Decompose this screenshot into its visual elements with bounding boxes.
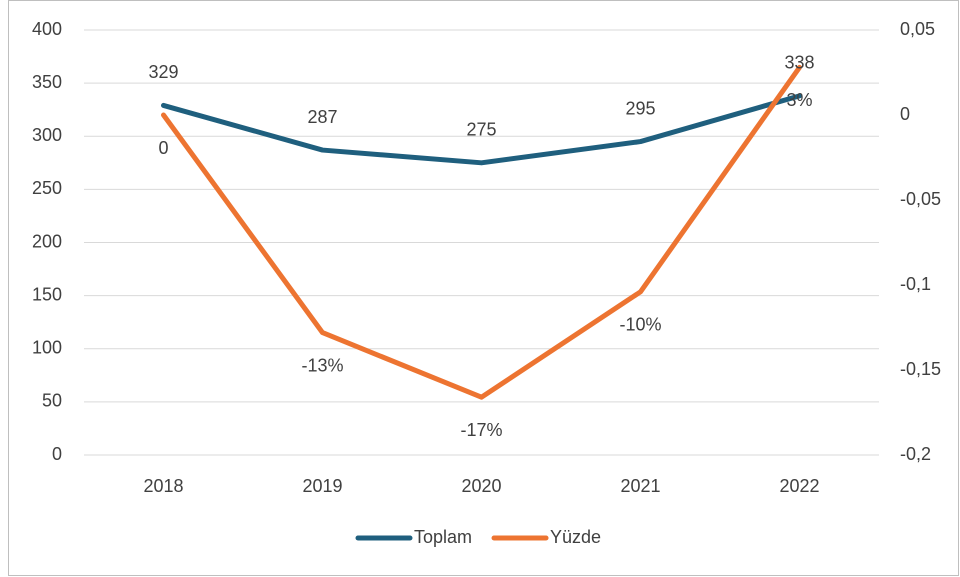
y-tick-label: 300 <box>32 125 62 145</box>
y-tick-label: 200 <box>32 231 62 251</box>
data-label: -13% <box>301 355 343 375</box>
legend-label: Yüzde <box>550 527 601 547</box>
data-label: 275 <box>466 120 496 140</box>
y2-tick-label: -0,15 <box>900 359 941 379</box>
y2-tick-label: -0,1 <box>900 274 931 294</box>
data-label: 3% <box>786 90 812 110</box>
x-tick-label: 2021 <box>620 476 660 496</box>
x-tick-label: 2019 <box>302 476 342 496</box>
data-label: 295 <box>625 98 655 118</box>
y-tick-label: 250 <box>32 178 62 198</box>
data-label: 338 <box>784 53 814 73</box>
y2-tick-label: -0,05 <box>900 189 941 209</box>
y-tick-label: 150 <box>32 284 62 304</box>
y-tick-label: 100 <box>32 338 62 358</box>
series-line <box>161 64 802 400</box>
data-label: -17% <box>460 420 502 440</box>
y2-tick-label: 0,05 <box>900 19 935 39</box>
x-tick-label: 2018 <box>143 476 183 496</box>
y-tick-label: 350 <box>32 72 62 92</box>
data-label: 329 <box>148 62 178 82</box>
legend-label: Toplam <box>414 527 472 547</box>
y2-tick-label: 0 <box>900 104 910 124</box>
y-tick-label: 400 <box>32 19 62 39</box>
y-tick-label: 0 <box>52 444 62 464</box>
data-label: 0 <box>158 138 168 158</box>
series-line <box>161 93 802 166</box>
y-tick-label: 50 <box>42 391 62 411</box>
data-label: -10% <box>619 315 661 335</box>
data-label: 287 <box>307 107 337 127</box>
x-tick-label: 2020 <box>461 476 501 496</box>
x-tick-label: 2022 <box>779 476 819 496</box>
y2-tick-label: -0,2 <box>900 444 931 464</box>
